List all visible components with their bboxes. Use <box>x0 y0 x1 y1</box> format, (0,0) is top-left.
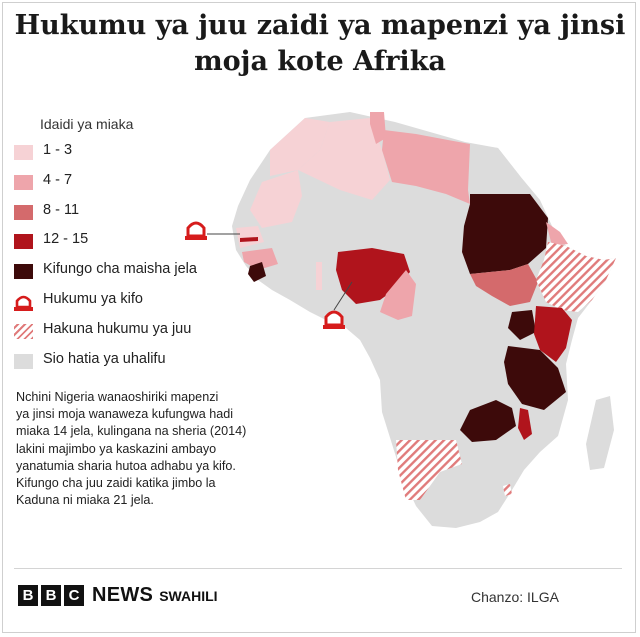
bbc-logo: B B C NEWS SWAHILI <box>18 584 218 606</box>
bbc-service-name: SWAHILI <box>159 588 218 604</box>
legend-swatch <box>14 234 33 250</box>
legend-swatch-hatch <box>14 323 33 339</box>
legend-label: 1 - 3 <box>43 142 73 158</box>
country-tunisia <box>370 112 386 144</box>
country-sierra-leone <box>248 262 266 282</box>
legend-label: Kifungo cha maisha jela <box>43 261 197 278</box>
country-gambia <box>240 237 258 242</box>
country-malawi <box>518 408 532 440</box>
country-libya <box>382 130 470 204</box>
legend-label: 8 - 11 <box>43 201 80 218</box>
country-cameroon <box>380 270 416 320</box>
footer-divider <box>14 568 622 569</box>
legend-label: 12 - 15 <box>43 231 89 248</box>
note-line: miaka 14 jela, kulingana na sheria (2014… <box>16 424 247 439</box>
country-senegal <box>236 226 264 248</box>
note-line: yanatumia sharia hutoa adhabu ya kifo. <box>16 458 236 473</box>
legend-heading: Idaidi ya miaka <box>40 116 134 132</box>
nigeria-note: Nchini Nigeria wanaoshiriki mapenzi ya j… <box>16 389 316 509</box>
legend-swatch <box>14 204 33 220</box>
legend-swatch <box>14 174 33 190</box>
country-zambia <box>460 400 516 442</box>
country-egypt <box>470 144 530 194</box>
death-penalty-icon <box>14 294 33 311</box>
death-penalty-marker-nigeria <box>323 281 353 329</box>
death-penalty-marker-west <box>185 221 240 240</box>
country-madagascar <box>586 396 614 470</box>
legend-label: Hakuna hukumu ya juu <box>43 320 192 337</box>
country-eswatini <box>503 484 512 496</box>
country-mauritania <box>250 170 302 228</box>
country-uganda <box>508 310 536 340</box>
legend-swatch <box>14 353 33 369</box>
legend-label: Hukumu ya kifo <box>43 290 143 307</box>
country-algeria <box>298 118 390 200</box>
bbc-logo-block: B <box>18 584 38 606</box>
note-line: ya jinsi moja wanaweza kufungwa hadi <box>16 407 234 422</box>
legend-label: Sio hatia ya uhalifu <box>43 350 166 367</box>
country-tanzania <box>504 346 566 410</box>
note-line: Nchini Nigeria wanaoshiriki mapenzi <box>16 390 219 404</box>
country-sudan <box>462 194 548 274</box>
note-line: lakini majimbo ya kaskazini ambayo <box>16 441 217 456</box>
source-credit: Chanzo: ILGA <box>471 589 559 605</box>
country-ethiopia-somalia <box>536 242 616 312</box>
country-south-sudan <box>470 264 538 306</box>
title-line-2: moja kote Afrika <box>194 46 446 77</box>
country-guinea <box>242 248 278 270</box>
bbc-news-wordmark: NEWS <box>92 583 154 606</box>
note-line: Kifungo cha juu zaidi katika jimbo la <box>16 476 216 491</box>
country-namibia <box>396 440 462 500</box>
country-eritrea <box>546 222 568 246</box>
country-togo <box>316 262 322 290</box>
legend-label: 4 - 7 <box>43 171 73 188</box>
legend-swatch <box>14 264 33 280</box>
note-line: Kaduna ni miaka 21 jela. <box>16 493 154 508</box>
bbc-logo-block: B <box>41 584 61 606</box>
legend-swatch <box>14 145 33 160</box>
country-morocco <box>270 118 330 176</box>
bbc-logo-block: C <box>64 584 84 606</box>
title-line-1: Hukumu ya juu zaidi ya mapenzi ya jinsi <box>14 10 626 41</box>
country-kenya <box>534 306 572 362</box>
